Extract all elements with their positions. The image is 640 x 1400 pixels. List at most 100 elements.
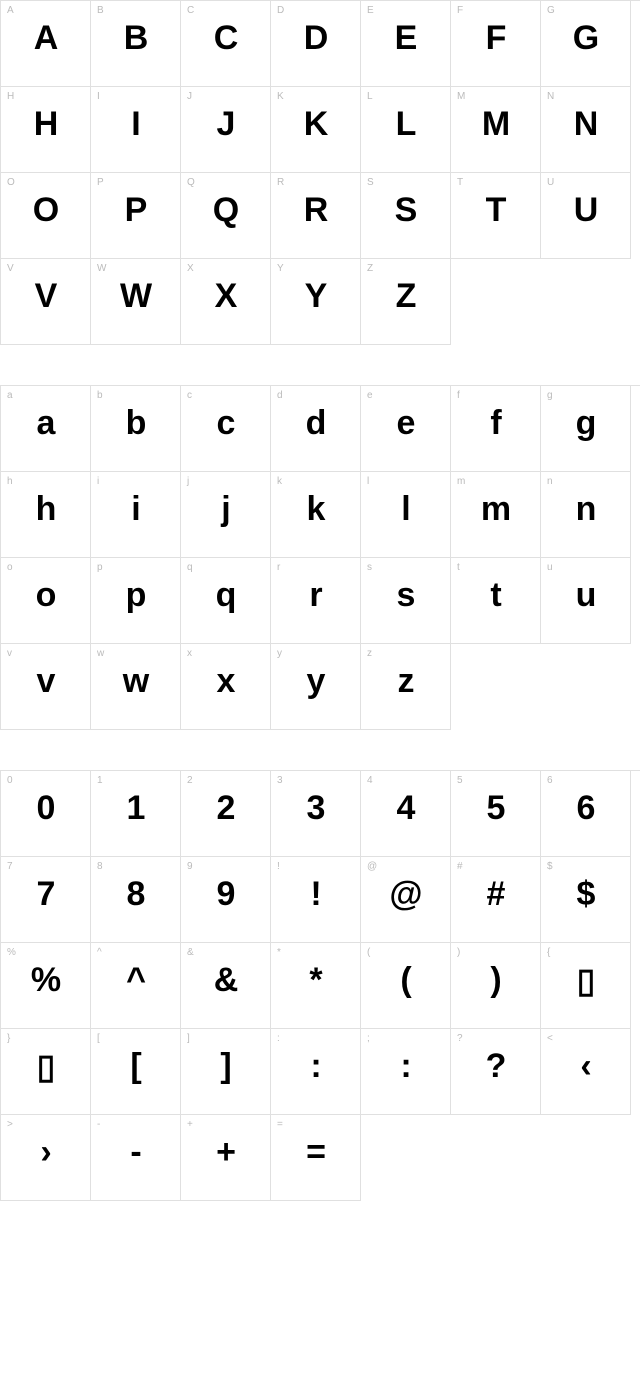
glyph-cell: 33 bbox=[271, 771, 361, 857]
key-label: d bbox=[277, 390, 283, 401]
glyph-cell: VV bbox=[1, 259, 91, 345]
glyph-cell: :: bbox=[271, 1029, 361, 1115]
key-label: s bbox=[367, 562, 372, 573]
empty-cell bbox=[541, 644, 631, 730]
glyph-display: B bbox=[91, 19, 180, 58]
section-symbols: 00112233445566778899!!@@##$$%%^^&&**(())… bbox=[0, 770, 640, 1201]
key-label: Z bbox=[367, 263, 373, 274]
key-label: Q bbox=[187, 177, 195, 188]
key-label: u bbox=[547, 562, 553, 573]
glyph-display: a bbox=[1, 404, 90, 443]
glyph-display: ? bbox=[451, 1047, 540, 1086]
glyph-cell: 88 bbox=[91, 857, 181, 943]
glyph-cell: GG bbox=[541, 1, 631, 87]
key-label: G bbox=[547, 5, 555, 16]
glyph-cell: pp bbox=[91, 558, 181, 644]
glyph-cell: AA bbox=[1, 1, 91, 87]
glyph-display: N bbox=[541, 105, 630, 144]
glyph-display: Y bbox=[271, 277, 360, 316]
glyph-cell: ff bbox=[451, 386, 541, 472]
glyph-display: k bbox=[271, 490, 360, 529]
glyph-cell: [[ bbox=[91, 1029, 181, 1115]
glyph-display: L bbox=[361, 105, 450, 144]
glyph-cell: ww bbox=[91, 644, 181, 730]
empty-cell bbox=[451, 644, 541, 730]
glyph-cell: ?? bbox=[451, 1029, 541, 1115]
glyph-cell: (( bbox=[361, 943, 451, 1029]
glyph-display: c bbox=[181, 404, 270, 443]
glyph-display: u bbox=[541, 576, 630, 615]
glyph-cell: MM bbox=[451, 87, 541, 173]
glyph-display: s bbox=[361, 576, 450, 615]
glyph-display: w bbox=[91, 662, 180, 701]
glyph-cell: yy bbox=[271, 644, 361, 730]
glyph-display: z bbox=[361, 662, 450, 701]
empty-cell bbox=[541, 259, 631, 345]
glyph-display: Z bbox=[361, 277, 450, 316]
key-label: a bbox=[7, 390, 13, 401]
glyph-cell: zz bbox=[361, 644, 451, 730]
glyph-display: ▯ bbox=[1, 1047, 90, 1087]
glyph-cell: == bbox=[271, 1115, 361, 1201]
glyph-display: t bbox=[451, 576, 540, 615]
glyph-cell: nn bbox=[541, 472, 631, 558]
glyph-cell: TT bbox=[451, 173, 541, 259]
glyph-cell: hh bbox=[1, 472, 91, 558]
glyph-cell: oo bbox=[1, 558, 91, 644]
key-label: ! bbox=[277, 861, 280, 872]
glyph-display: 6 bbox=[541, 789, 630, 828]
key-label: k bbox=[277, 476, 282, 487]
key-label: P bbox=[97, 177, 104, 188]
glyph-display: 1 bbox=[91, 789, 180, 828]
key-label: m bbox=[457, 476, 465, 487]
glyph-cell: LL bbox=[361, 87, 451, 173]
key-label: } bbox=[7, 1033, 10, 1044]
glyph-cell: KK bbox=[271, 87, 361, 173]
glyph-display: S bbox=[361, 191, 450, 230]
key-label: A bbox=[7, 5, 14, 16]
glyph-display: b bbox=[91, 404, 180, 443]
glyph-display: ) bbox=[451, 961, 540, 1000]
key-label: V bbox=[7, 263, 14, 274]
glyph-cell: )) bbox=[451, 943, 541, 1029]
glyph-cell: 55 bbox=[451, 771, 541, 857]
glyph-cell: ee bbox=[361, 386, 451, 472]
key-label: 2 bbox=[187, 775, 193, 786]
glyph-cell: qq bbox=[181, 558, 271, 644]
key-label: { bbox=[547, 947, 550, 958]
glyph-grid: 00112233445566778899!!@@##$$%%^^&&**(())… bbox=[0, 770, 640, 1201]
key-label: 8 bbox=[97, 861, 103, 872]
key-label: $ bbox=[547, 861, 553, 872]
key-label: z bbox=[367, 648, 372, 659]
glyph-cell: >› bbox=[1, 1115, 91, 1201]
glyph-display: : bbox=[271, 1047, 360, 1086]
glyph-cell: ll bbox=[361, 472, 451, 558]
glyph-cell: 11 bbox=[91, 771, 181, 857]
glyph-cell: ++ bbox=[181, 1115, 271, 1201]
glyph-display: X bbox=[181, 277, 270, 316]
key-label: ; bbox=[367, 1033, 370, 1044]
glyph-display: i bbox=[91, 490, 180, 529]
glyph-display: 8 bbox=[91, 875, 180, 914]
glyph-cell: jj bbox=[181, 472, 271, 558]
glyph-display: D bbox=[271, 19, 360, 58]
key-label: ] bbox=[187, 1033, 190, 1044]
glyph-cell: ;: bbox=[361, 1029, 451, 1115]
key-label: = bbox=[277, 1119, 283, 1130]
glyph-display: m bbox=[451, 490, 540, 529]
glyph-cell: mm bbox=[451, 472, 541, 558]
glyph-display: o bbox=[1, 576, 90, 615]
key-label: t bbox=[457, 562, 460, 573]
glyph-cell: @@ bbox=[361, 857, 451, 943]
glyph-display: E bbox=[361, 19, 450, 58]
glyph-display: J bbox=[181, 105, 270, 144]
glyph-cell: 77 bbox=[1, 857, 91, 943]
glyph-cell: tt bbox=[451, 558, 541, 644]
key-label: H bbox=[7, 91, 14, 102]
glyph-cell: cc bbox=[181, 386, 271, 472]
glyph-cell: <‹ bbox=[541, 1029, 631, 1115]
glyph-display: 9 bbox=[181, 875, 270, 914]
glyph-cell: QQ bbox=[181, 173, 271, 259]
key-label: : bbox=[277, 1033, 280, 1044]
glyph-cell: %% bbox=[1, 943, 91, 1029]
